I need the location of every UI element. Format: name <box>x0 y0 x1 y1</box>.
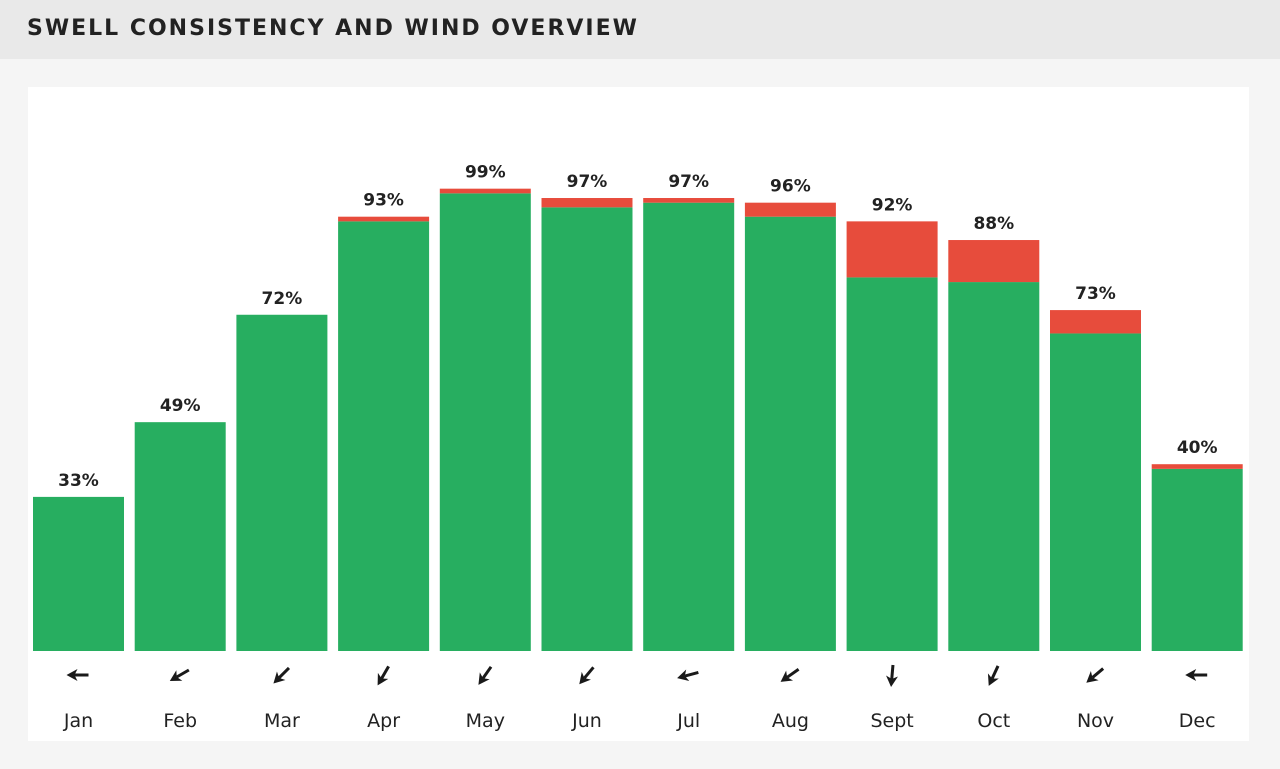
arrow-up-left-icon <box>478 665 493 685</box>
month-label: Sept <box>870 710 913 732</box>
month-label: Dec <box>1179 710 1216 732</box>
bar-green-nov <box>1050 333 1141 651</box>
chart-panel <box>28 87 1249 741</box>
header-bar: SWELL CONSISTENCY AND WIND OVERVIEW <box>0 0 1280 59</box>
bar-green-jul <box>643 202 735 651</box>
data-label: 73% <box>1075 284 1116 304</box>
bar-red-nov <box>1050 310 1141 334</box>
month-label: Mar <box>264 710 300 732</box>
data-label: 99% <box>465 163 506 183</box>
data-label: 72% <box>262 289 303 309</box>
page-title: SWELL CONSISTENCY AND WIND OVERVIEW <box>27 16 639 41</box>
bar-green-sept <box>846 277 938 651</box>
month-label: Apr <box>367 710 400 732</box>
month-label: Aug <box>772 710 809 732</box>
data-label: 49% <box>160 396 201 416</box>
bar-red-jun <box>541 198 633 208</box>
month-label: Jan <box>63 710 93 732</box>
bar-green-jan <box>33 496 124 651</box>
bar-green-may <box>439 193 531 651</box>
arrow-up-left-icon <box>987 665 1000 686</box>
bar-green-oct <box>948 282 1040 651</box>
bar-red-dec <box>1151 464 1243 469</box>
arrow-up-left-icon <box>273 666 291 684</box>
data-label: 97% <box>567 172 608 192</box>
arrow-up-left-icon <box>579 666 595 685</box>
arrow-up-left-icon <box>169 668 190 681</box>
bar-red-apr <box>338 216 430 222</box>
data-label: 93% <box>363 191 404 211</box>
month-label: Jul <box>676 710 700 732</box>
bar-red-may <box>439 188 531 194</box>
bar-green-dec <box>1151 468 1243 651</box>
arrow-up-left-icon <box>377 665 390 686</box>
month-label: May <box>466 710 505 732</box>
bar-green-mar <box>236 314 328 651</box>
month-label: Feb <box>163 710 197 732</box>
arrow-up-icon <box>886 664 898 687</box>
data-label: 92% <box>872 195 913 215</box>
month-label: Oct <box>977 710 1010 732</box>
bar-green-jun <box>541 207 633 651</box>
arrow-up-left-icon <box>1086 667 1105 683</box>
data-label: 33% <box>58 471 99 491</box>
data-label: 88% <box>973 214 1014 234</box>
bar-red-sept <box>846 221 938 278</box>
arrow-left-icon <box>66 669 89 681</box>
bar-green-aug <box>744 216 836 651</box>
arrow-left-icon <box>1185 669 1208 681</box>
bar-red-oct <box>948 240 1040 283</box>
data-label: 40% <box>1177 438 1218 458</box>
month-label: Nov <box>1077 710 1114 732</box>
data-label: 96% <box>770 177 811 197</box>
bar-green-feb <box>134 422 226 651</box>
data-label: 97% <box>668 172 709 192</box>
bar-green-apr <box>338 221 430 652</box>
bar-red-jul <box>643 198 735 203</box>
bar-red-aug <box>744 202 836 217</box>
month-label: Jun <box>571 710 602 732</box>
arrow-up-left-icon <box>780 668 800 682</box>
arrow-left-icon <box>677 669 699 682</box>
